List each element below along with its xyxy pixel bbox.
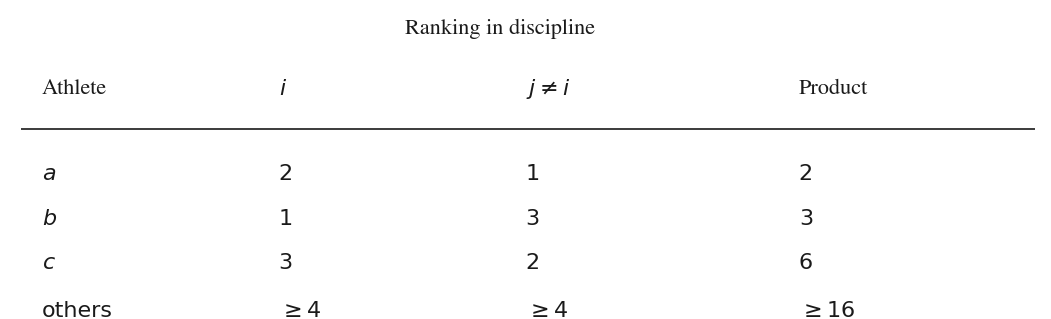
Text: 3: 3 <box>799 209 812 228</box>
Text: 1: 1 <box>526 164 539 184</box>
Text: $c$: $c$ <box>42 253 56 273</box>
Text: 1: 1 <box>279 209 292 228</box>
Text: $\geq 16$: $\geq 16$ <box>799 301 854 319</box>
Text: 2: 2 <box>279 164 292 184</box>
Text: 2: 2 <box>799 164 812 184</box>
Text: Product: Product <box>799 79 868 99</box>
Text: $j \neq i$: $j \neq i$ <box>526 77 570 101</box>
Text: $i$: $i$ <box>279 79 287 99</box>
Text: $b$: $b$ <box>42 209 57 228</box>
Text: 2: 2 <box>526 253 539 273</box>
Text: 3: 3 <box>526 209 539 228</box>
Text: $a$: $a$ <box>42 164 56 184</box>
Text: Ranking in discipline: Ranking in discipline <box>405 19 595 39</box>
Text: others: others <box>42 301 114 319</box>
Text: $\geq 4$: $\geq 4$ <box>279 301 321 319</box>
Text: 3: 3 <box>279 253 292 273</box>
Text: $\geq 4$: $\geq 4$ <box>526 301 568 319</box>
Text: Athlete: Athlete <box>42 79 107 99</box>
Text: 6: 6 <box>799 253 812 273</box>
